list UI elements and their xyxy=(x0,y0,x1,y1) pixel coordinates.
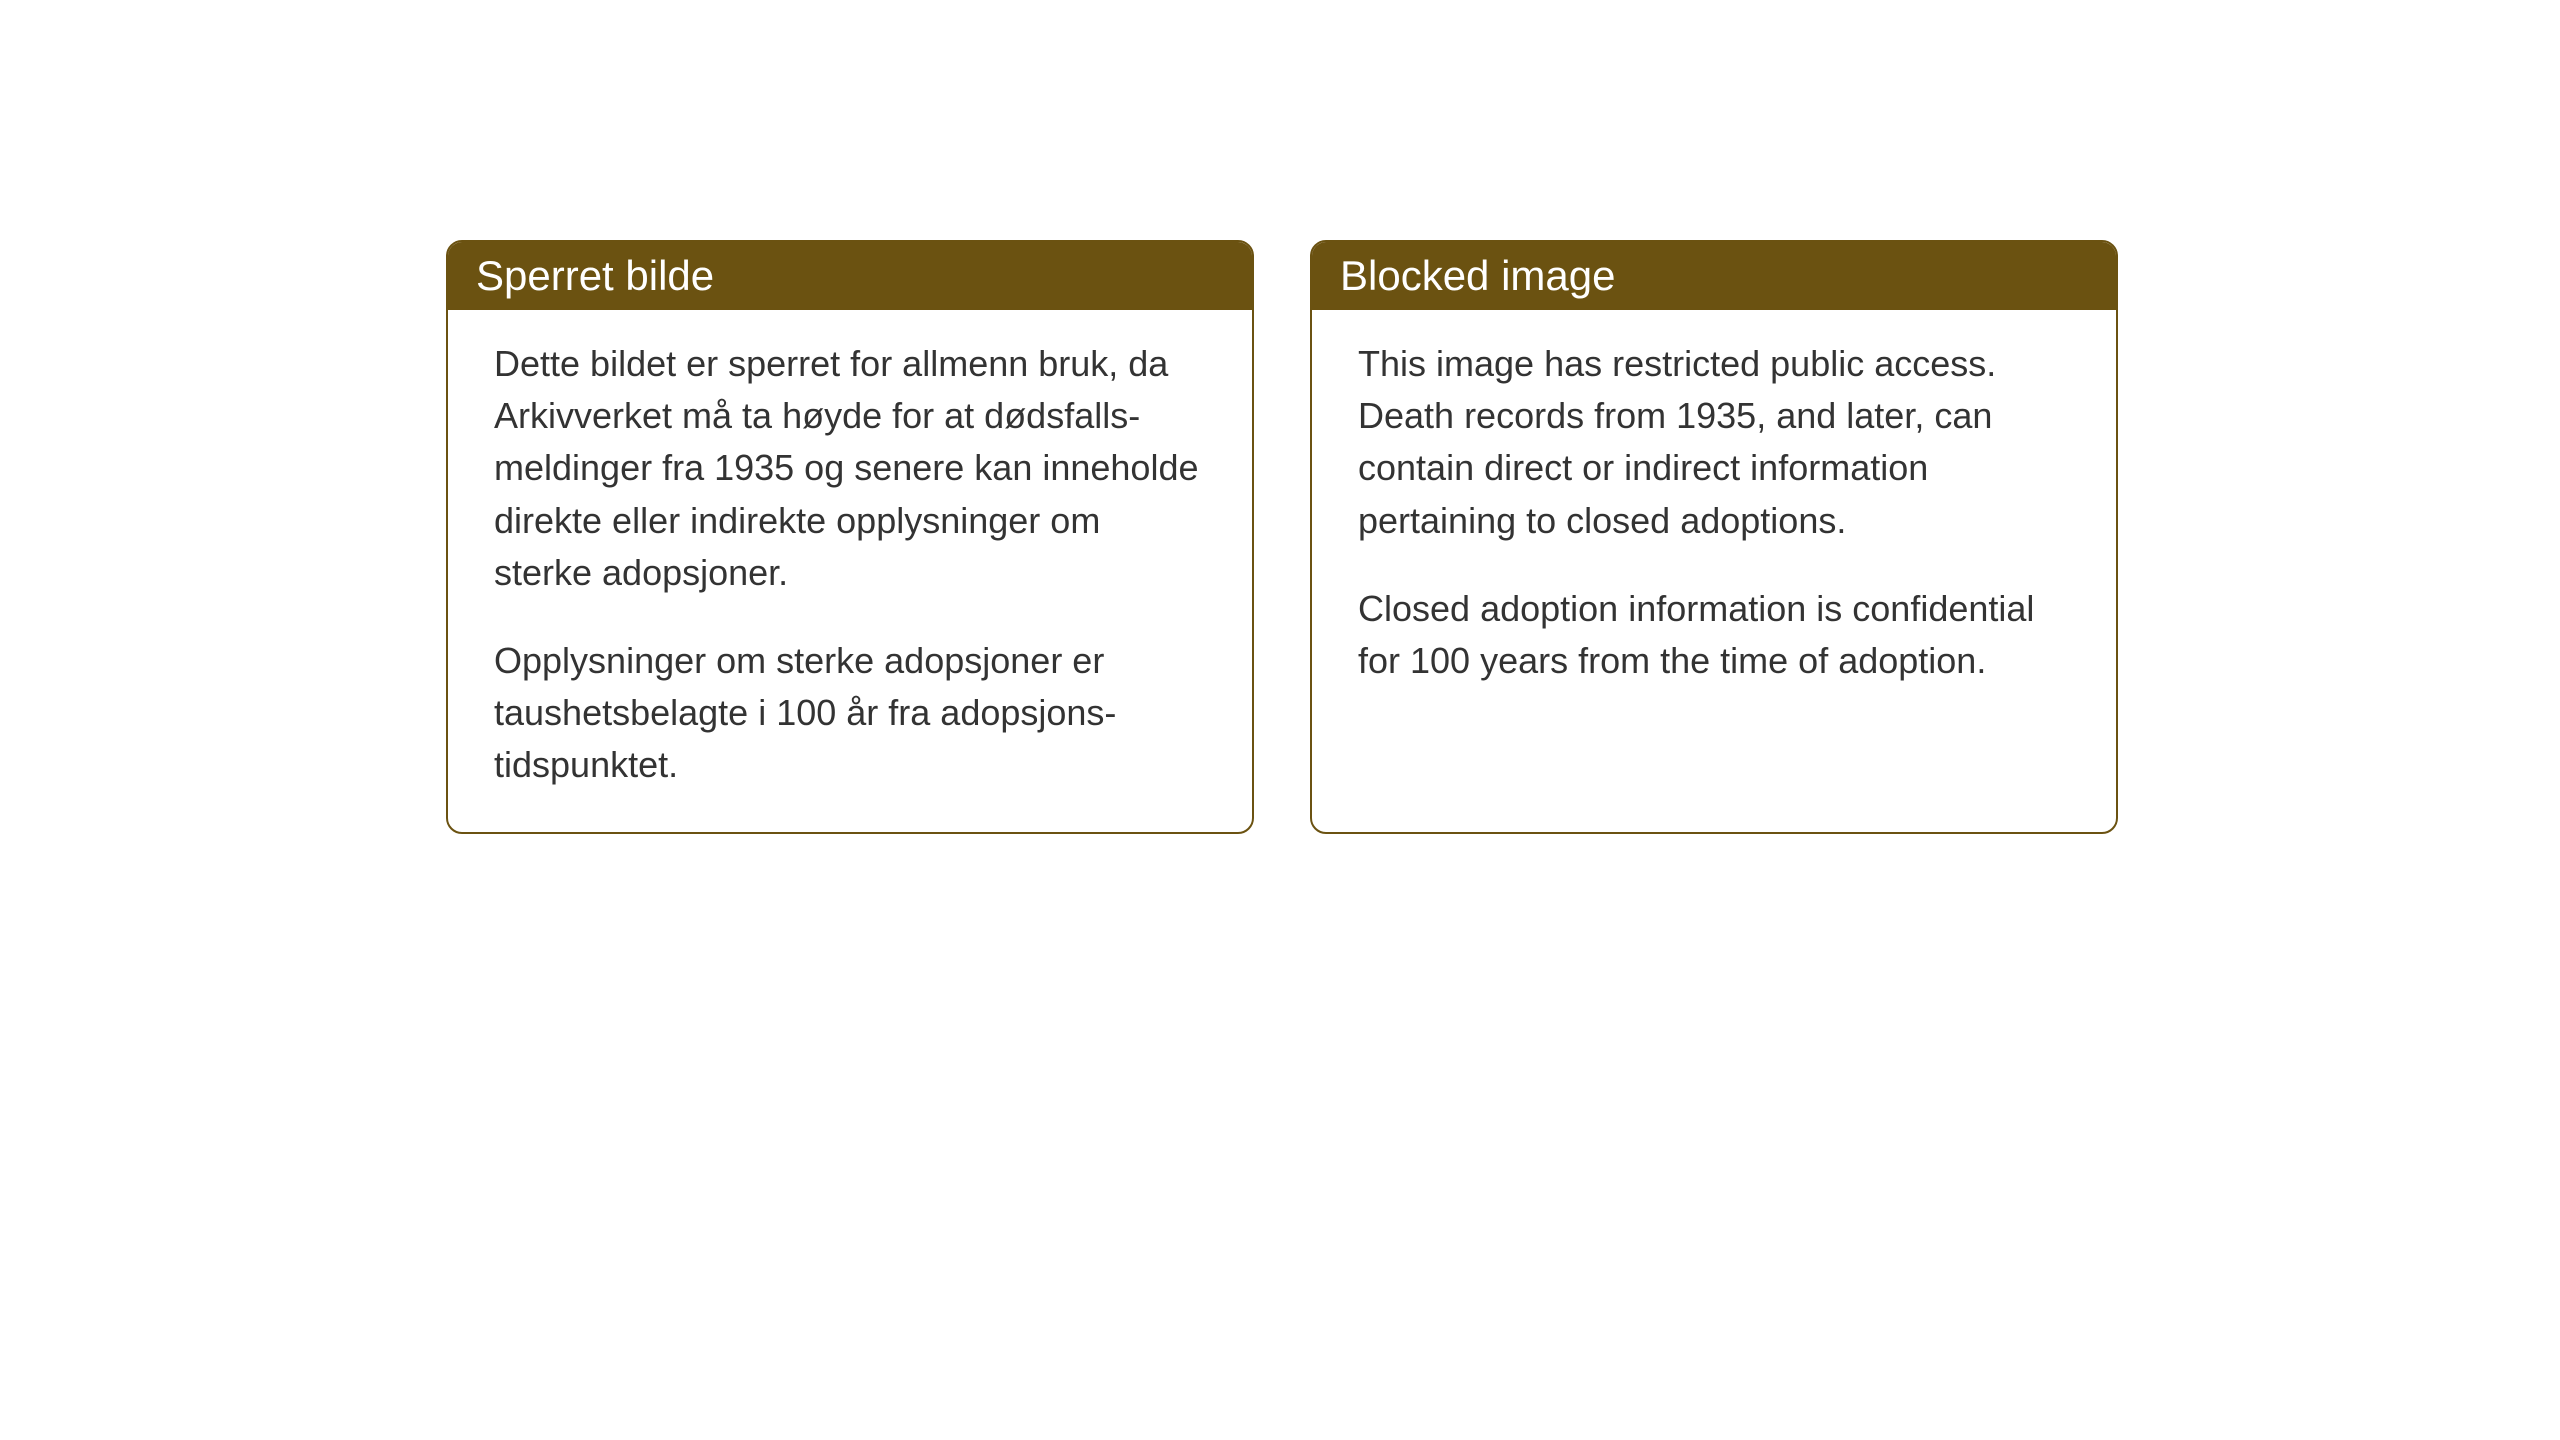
notice-card-english: Blocked image This image has restricted … xyxy=(1310,240,2118,834)
card-header-english: Blocked image xyxy=(1312,242,2116,310)
notice-container: Sperret bilde Dette bildet er sperret fo… xyxy=(446,240,2118,834)
card-body-norwegian: Dette bildet er sperret for allmenn bruk… xyxy=(448,310,1252,832)
card-title-english: Blocked image xyxy=(1340,252,1615,299)
card-paragraph-norwegian-2: Opplysninger om sterke adopsjoner er tau… xyxy=(494,635,1206,792)
card-paragraph-english-1: This image has restricted public access.… xyxy=(1358,338,2070,547)
notice-card-norwegian: Sperret bilde Dette bildet er sperret fo… xyxy=(446,240,1254,834)
card-title-norwegian: Sperret bilde xyxy=(476,252,714,299)
card-paragraph-norwegian-1: Dette bildet er sperret for allmenn bruk… xyxy=(494,338,1206,599)
card-paragraph-english-2: Closed adoption information is confident… xyxy=(1358,583,2070,687)
card-header-norwegian: Sperret bilde xyxy=(448,242,1252,310)
card-body-english: This image has restricted public access.… xyxy=(1312,310,2116,727)
